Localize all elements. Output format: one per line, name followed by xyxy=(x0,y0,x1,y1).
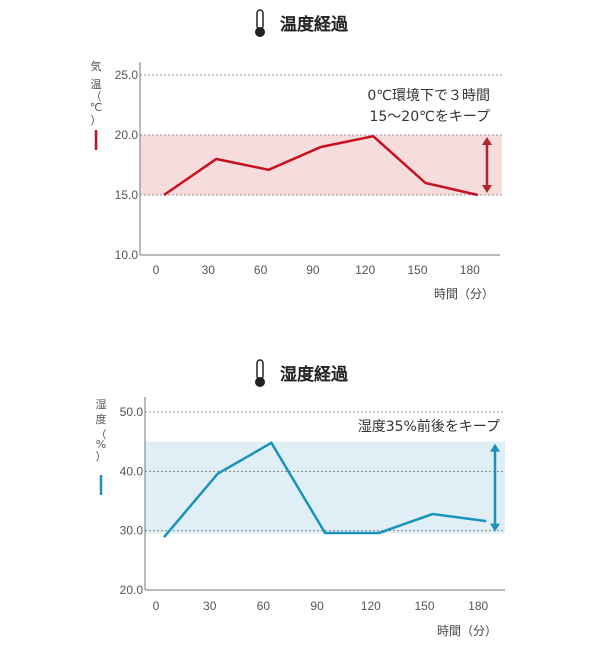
x-tick-label: 180 xyxy=(460,263,480,277)
y-tick-label: 10.0 xyxy=(115,248,139,262)
thermometer-bulb xyxy=(255,377,265,387)
y-tick-label: 25.0 xyxy=(115,68,139,82)
chart-1: 温度経過 10.0 15.0 20.0 25.0 0 30 60 90 120 150 180 時間（分… xyxy=(90,9,502,301)
x-tick-label: 90 xyxy=(306,263,320,277)
x-axis-label: 時間（分） xyxy=(434,287,494,301)
thermometer-bulb xyxy=(255,27,265,37)
annotation: 0℃環境下で３時間 xyxy=(367,88,490,104)
x-tick-label: 60 xyxy=(257,599,271,613)
y-tick-label: 20.0 xyxy=(120,583,144,597)
thermometer-tube xyxy=(256,9,264,30)
x-tick-label: 0 xyxy=(153,599,160,613)
x-tick-label: 90 xyxy=(310,599,324,613)
y-tick-label: 40.0 xyxy=(120,464,144,478)
chart-title: 湿度経過 xyxy=(280,364,349,385)
x-tick-label: 30 xyxy=(203,599,217,613)
x-tick-label: 30 xyxy=(202,263,216,277)
thermometer-icon xyxy=(255,9,265,37)
y-axis-label: ） xyxy=(91,114,102,127)
y-axis-label: 気 xyxy=(91,59,102,73)
arrow-head-down xyxy=(490,523,500,532)
y-axis-label: % xyxy=(96,438,106,451)
target-band xyxy=(145,441,505,534)
y-tick-label: 50.0 xyxy=(120,405,144,419)
y-axis-label: ） xyxy=(96,450,107,463)
x-tick-label: 120 xyxy=(355,263,375,277)
thermometer-tube xyxy=(256,359,264,380)
x-tick-label: 60 xyxy=(254,263,268,277)
y-axis-label: （ xyxy=(91,90,102,103)
chart-title: 温度経過 xyxy=(280,14,349,35)
x-axis-label: 時間（分） xyxy=(437,624,497,638)
annotation: 湿度35%前後をキープ xyxy=(358,418,500,435)
y-axis-label: ℃ xyxy=(90,101,102,114)
y-axis-label: （ xyxy=(96,428,107,441)
x-tick-label: 180 xyxy=(468,599,488,613)
y-axis-label: 湿 xyxy=(96,398,107,411)
x-tick-label: 150 xyxy=(407,263,427,277)
target-band xyxy=(140,135,502,195)
arrow-head-up xyxy=(490,443,500,452)
chart-2: 湿度経過 20.0 30.0 40.0 50.0 0 30 60 90 120 150 180 時間（分… xyxy=(96,359,505,638)
x-tick-label: 150 xyxy=(414,599,434,613)
x-tick-label: 120 xyxy=(361,599,381,613)
arrow-head-up xyxy=(482,137,492,145)
y-axis-label: 温 xyxy=(91,78,102,91)
y-axis-label: 度 xyxy=(96,412,107,426)
arrow-head-down xyxy=(482,185,492,193)
y-tick-label: 15.0 xyxy=(115,188,139,202)
y-tick-label: 20.0 xyxy=(115,128,139,142)
y-tick-label: 30.0 xyxy=(120,524,144,538)
thermometer-icon xyxy=(255,359,265,387)
x-tick-label: 0 xyxy=(153,263,160,277)
annotation: 15～20℃をキープ xyxy=(369,109,490,125)
